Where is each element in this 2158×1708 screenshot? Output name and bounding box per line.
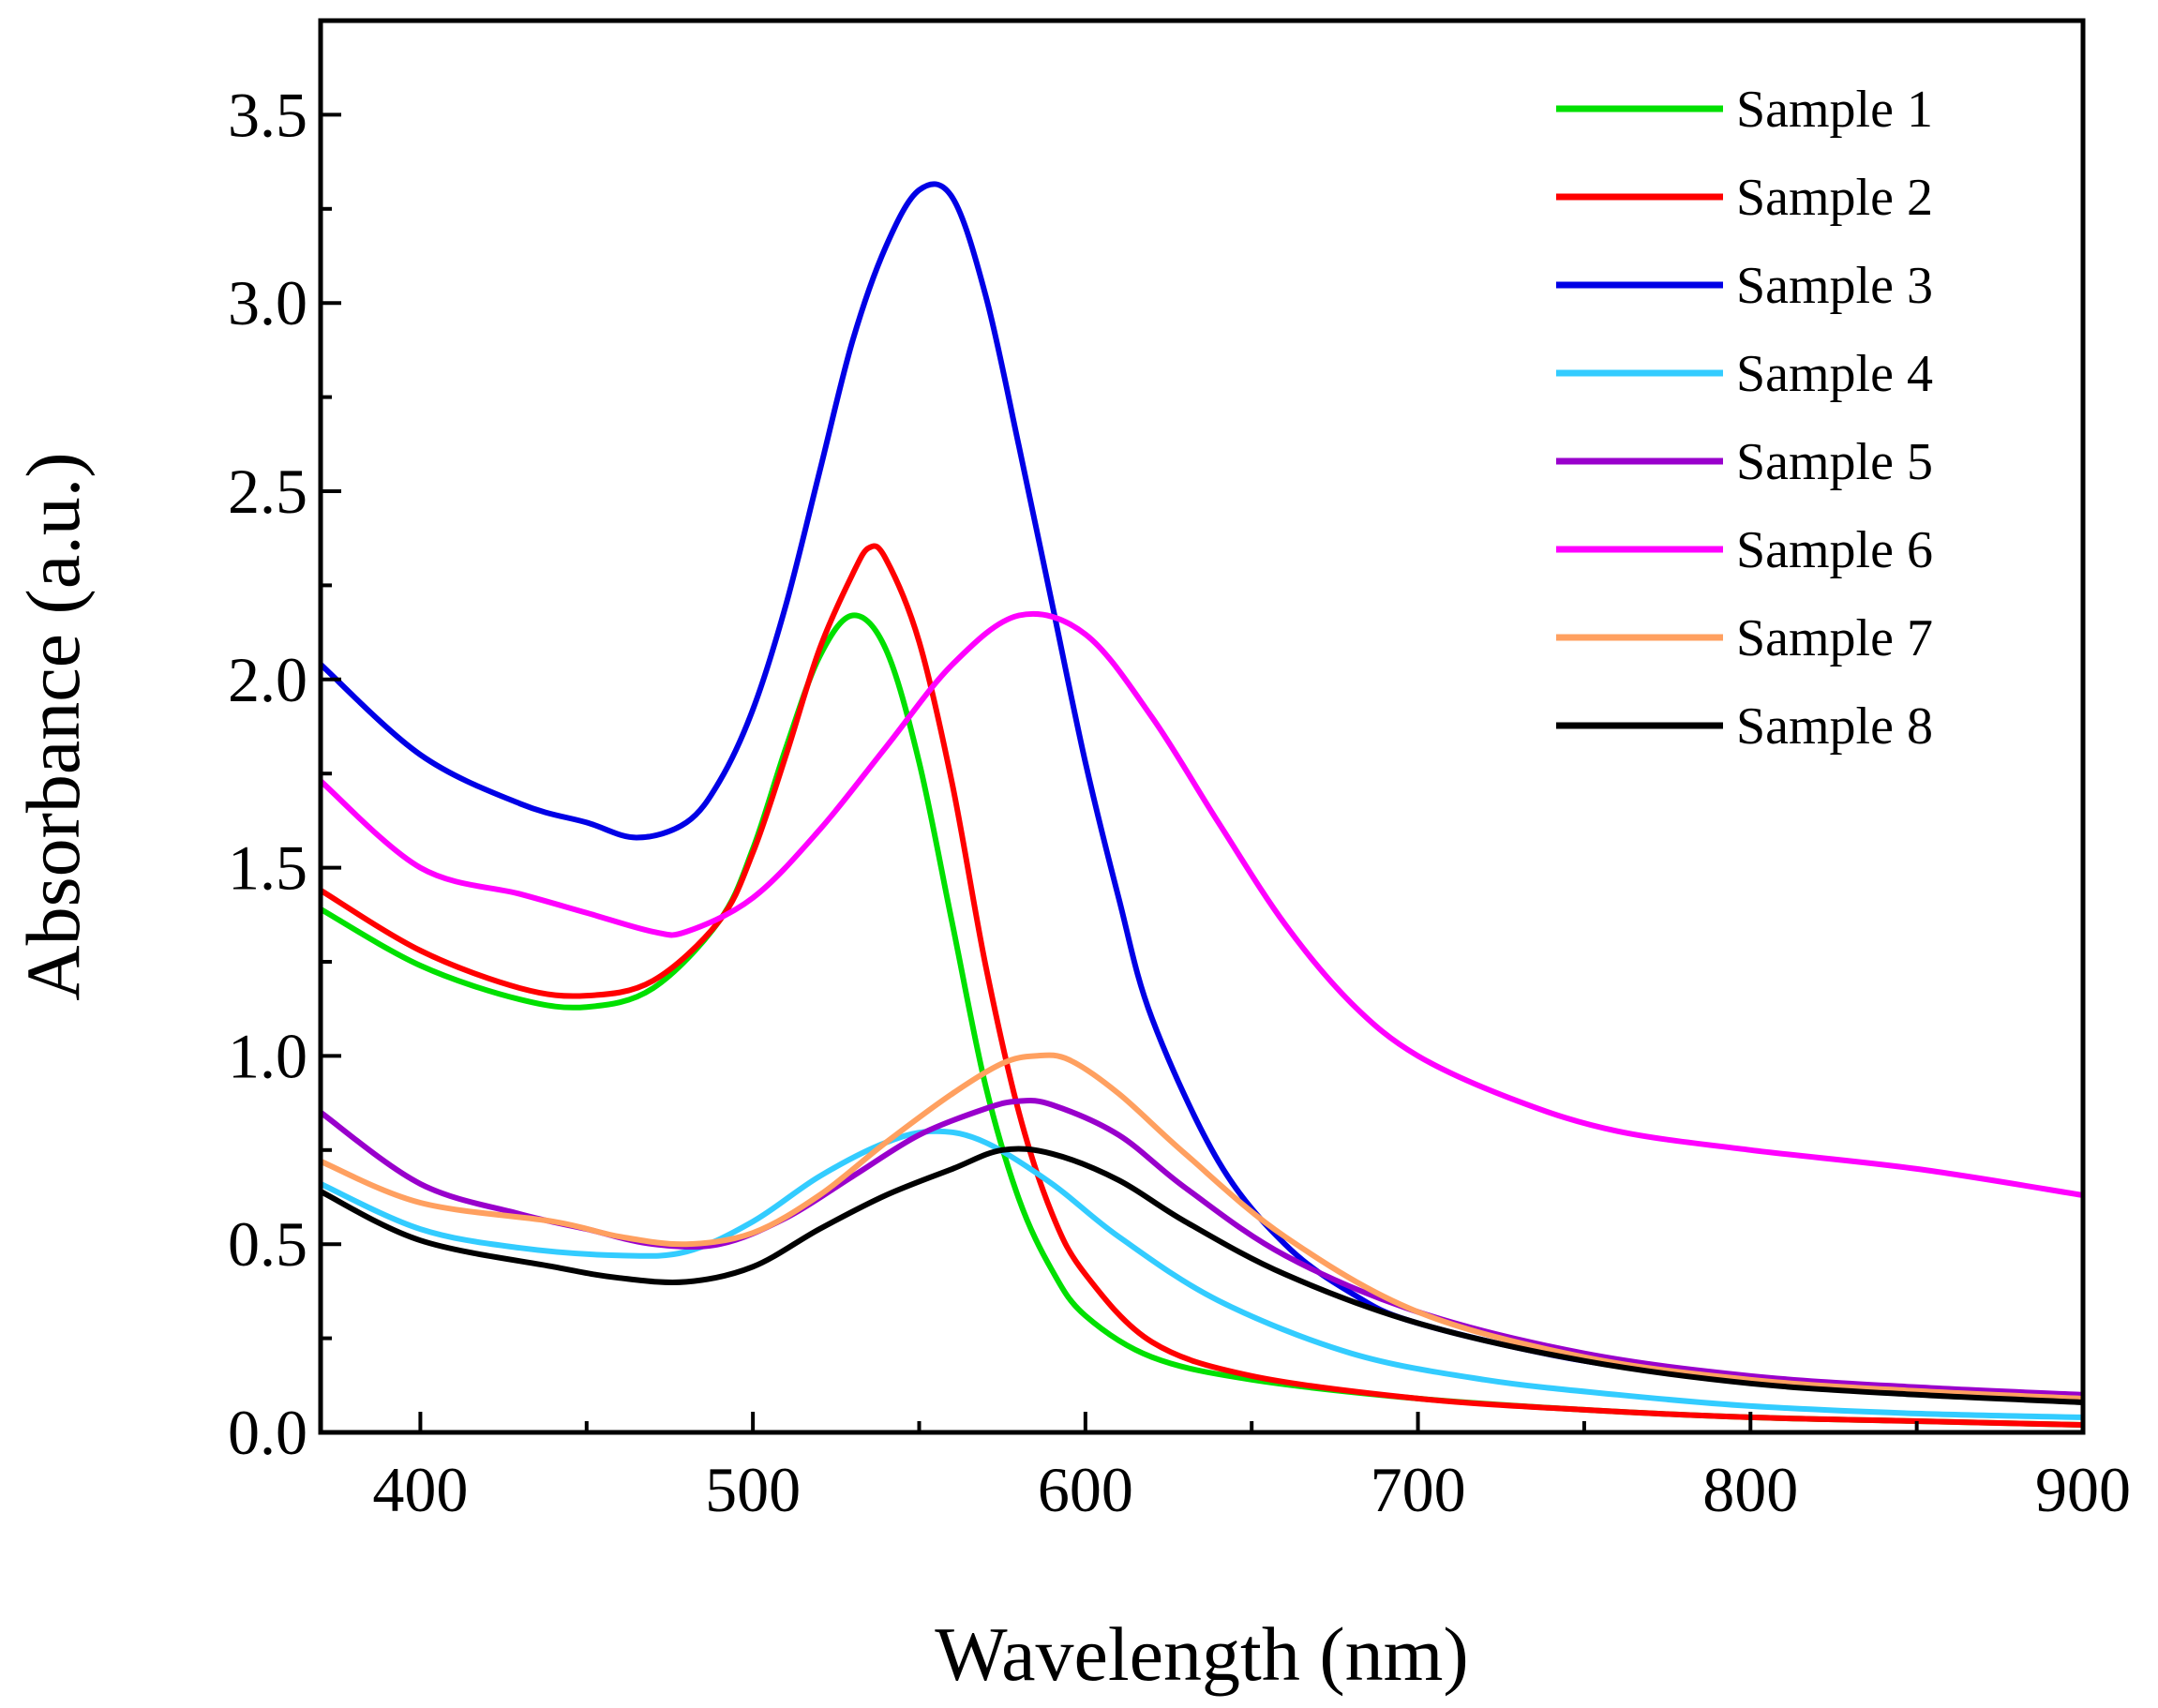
legend-label: Sample 2 (1736, 169, 1933, 227)
legend-item-sample-1: Sample 1 (1556, 81, 1933, 139)
y-tick-label: 0.5 (228, 1208, 307, 1280)
x-tick-label: 900 (2035, 1454, 2131, 1525)
x-tick-label: 600 (1038, 1454, 1133, 1525)
legend-label: Sample 7 (1736, 609, 1933, 667)
legend-label: Sample 5 (1736, 433, 1933, 491)
ticks-layer: 400 500 600 700 800 900 0.0 0.5 1.0 1.5 2.0 2.5 3.0 3… (228, 79, 2131, 1525)
legend-label: Sample 6 (1736, 521, 1933, 579)
y-axis-title: Absorbance (a.u.) (10, 452, 96, 1000)
y-tick-label: 1.5 (228, 832, 307, 904)
series-line-sample-4 (321, 1128, 2083, 1420)
legend-item-sample-2: Sample 2 (1556, 169, 1933, 227)
legend-item-sample-5: Sample 5 (1556, 433, 1933, 491)
series-line-sample-5 (321, 1097, 2083, 1398)
y-tick-label: 3.5 (228, 79, 307, 150)
legend-label: Sample 3 (1736, 257, 1933, 315)
y-tick-label: 0.0 (228, 1397, 307, 1468)
y-tick-label: 2.5 (228, 456, 307, 527)
legend-label: Sample 1 (1736, 81, 1933, 139)
x-tick-label: 700 (1371, 1454, 1466, 1525)
legend-item-sample-4: Sample 4 (1556, 345, 1933, 403)
y-tick-label: 3.0 (228, 267, 307, 338)
legend: Sample 1 Sample 2 Sample 3 Sample 4 Sample 5… (1556, 81, 1933, 756)
series-line-sample-7 (321, 1052, 2083, 1401)
curves-layer (321, 181, 2083, 1428)
plot-frame (318, 18, 2086, 1435)
series-line-sample-2 (321, 543, 2083, 1428)
legend-item-sample-6: Sample 6 (1556, 521, 1933, 579)
series-line-sample-6 (321, 610, 2083, 1198)
legend-label: Sample 4 (1736, 345, 1933, 403)
x-tick-label: 500 (705, 1454, 801, 1525)
y-tick-label: 1.0 (228, 1020, 307, 1091)
x-tick-label: 800 (1702, 1454, 1798, 1525)
x-axis-title: Wavelength (nm) (935, 1611, 1468, 1697)
legend-item-sample-7: Sample 7 (1556, 609, 1933, 667)
legend-label: Sample 8 (1736, 697, 1933, 756)
legend-item-sample-3: Sample 3 (1556, 257, 1933, 315)
y-tick-label: 2.0 (228, 644, 307, 715)
legend-item-sample-8: Sample 8 (1556, 697, 1933, 756)
series-line-sample-8 (321, 1146, 2083, 1405)
x-tick-label: 400 (372, 1454, 468, 1525)
